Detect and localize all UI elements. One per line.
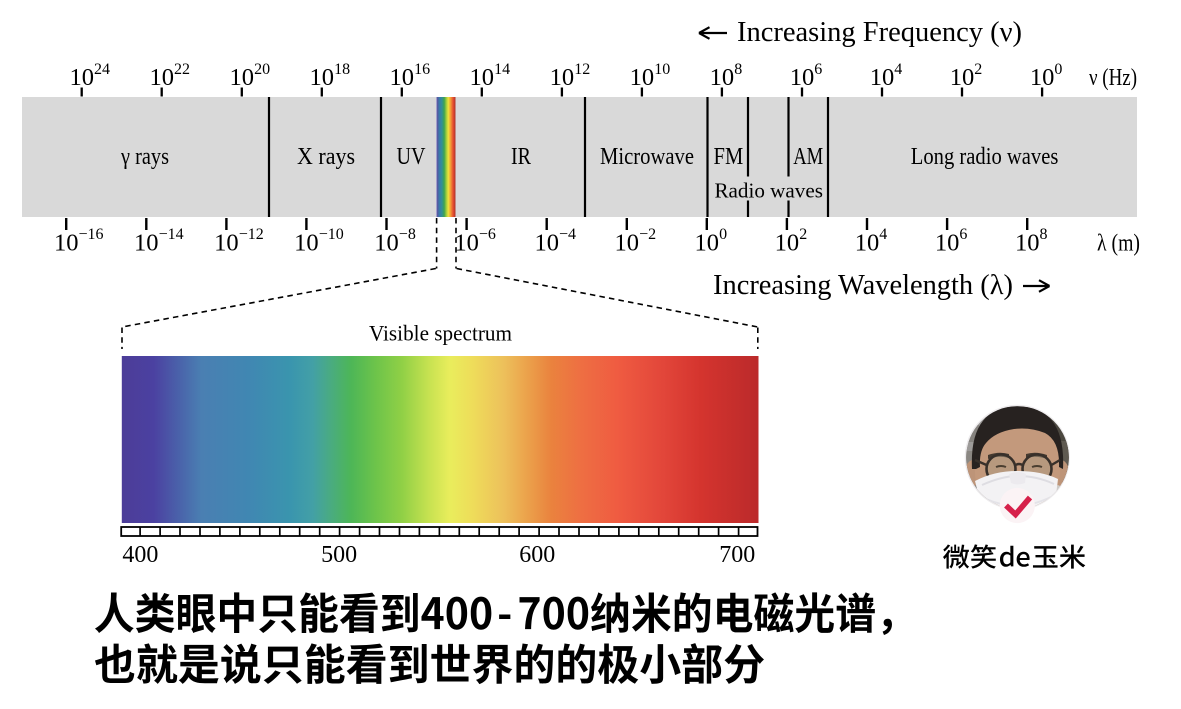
svg-text:24: 24 [94, 61, 110, 78]
svg-text:X rays: X rays [297, 143, 355, 170]
svg-text:10: 10 [149, 64, 174, 91]
svg-text:10: 10 [695, 230, 720, 257]
svg-text:−14: −14 [159, 226, 184, 243]
svg-text:10: 10 [294, 230, 319, 257]
svg-text:−16: −16 [79, 226, 104, 243]
svg-text:12: 12 [574, 61, 590, 78]
svg-text:10: 10 [454, 230, 479, 257]
svg-text:10: 10 [69, 64, 94, 91]
svg-text:10: 10 [1015, 230, 1040, 257]
svg-text:IR: IR [511, 143, 532, 170]
svg-text:10: 10 [54, 230, 79, 257]
svg-text:UV: UV [397, 143, 426, 170]
svg-text:−2: −2 [639, 226, 656, 243]
svg-text:10: 10 [630, 64, 655, 91]
svg-text:10: 10 [230, 64, 255, 91]
svg-text:10: 10 [390, 64, 415, 91]
svg-text:10: 10 [870, 64, 895, 91]
svg-text:10: 10 [855, 230, 880, 257]
svg-text:500: 500 [321, 542, 357, 568]
svg-text:AM: AM [793, 143, 823, 170]
svg-text:FM: FM [714, 143, 744, 170]
svg-text:−4: −4 [559, 226, 576, 243]
svg-text:Increasing Wavelength (λ): Increasing Wavelength (λ) [713, 270, 1013, 301]
svg-text:8: 8 [1040, 226, 1048, 243]
svg-text:10: 10 [775, 230, 800, 257]
svg-text:10: 10 [654, 61, 670, 78]
svg-text:10: 10 [710, 64, 735, 91]
svg-text:Radio waves: Radio waves [714, 178, 823, 202]
svg-text:10: 10 [550, 64, 575, 91]
svg-text:0: 0 [1054, 61, 1062, 78]
svg-text:22: 22 [174, 61, 190, 78]
svg-text:Microwave: Microwave [600, 143, 694, 170]
svg-text:10: 10 [790, 64, 815, 91]
svg-text:6: 6 [814, 61, 822, 78]
svg-text:−10: −10 [319, 226, 344, 243]
svg-text:ν (Hz): ν (Hz) [1089, 64, 1137, 91]
svg-text:18: 18 [334, 61, 350, 78]
svg-text:10: 10 [134, 230, 159, 257]
svg-text:−8: −8 [399, 226, 416, 243]
svg-text:λ (m): λ (m) [1097, 230, 1140, 257]
svg-text:10: 10 [310, 64, 335, 91]
svg-text:2: 2 [974, 61, 982, 78]
svg-text:10: 10 [470, 64, 495, 91]
svg-text:−12: −12 [239, 226, 264, 243]
svg-text:4: 4 [879, 226, 887, 243]
svg-text:4: 4 [894, 61, 902, 78]
svg-text:6: 6 [959, 226, 967, 243]
svg-text:10: 10 [374, 230, 399, 257]
svg-text:600: 600 [519, 542, 555, 568]
svg-text:700: 700 [719, 542, 755, 568]
svg-text:10: 10 [534, 230, 559, 257]
svg-text:−6: −6 [479, 226, 496, 243]
svg-text:10: 10 [950, 64, 975, 91]
svg-text:10: 10 [935, 230, 960, 257]
svg-text:20: 20 [254, 61, 270, 78]
svg-text:400: 400 [122, 542, 158, 568]
svg-text:10: 10 [615, 230, 640, 257]
svg-text:Increasing Frequency (ν): Increasing Frequency (ν) [737, 17, 1022, 48]
svg-text:Visible spectrum: Visible spectrum [369, 320, 512, 345]
svg-text:Long radio waves: Long radio waves [911, 143, 1059, 170]
svg-text:16: 16 [414, 61, 430, 78]
svg-text:γ rays: γ rays [120, 143, 169, 170]
svg-text:14: 14 [494, 61, 510, 78]
svg-text:8: 8 [734, 61, 742, 78]
svg-text:10: 10 [1030, 64, 1055, 91]
svg-text:2: 2 [799, 226, 807, 243]
svg-text:0: 0 [719, 226, 727, 243]
svg-text:10: 10 [214, 230, 239, 257]
